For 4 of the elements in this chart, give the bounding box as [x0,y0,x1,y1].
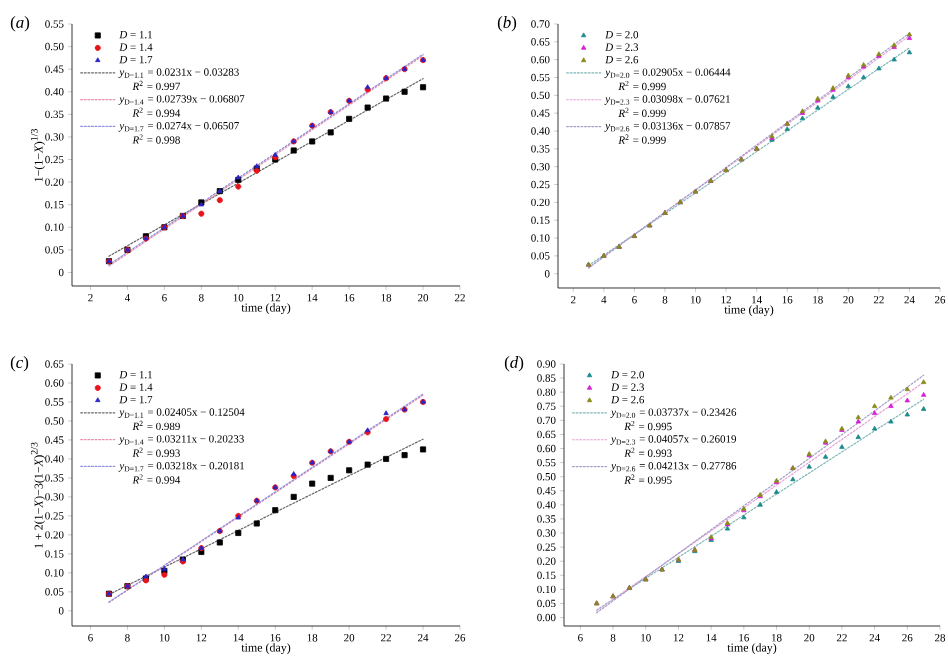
chart-title: (a) [10,16,30,32]
chart-title: (c) [10,356,29,372]
chart-title: (d) [504,356,524,372]
chart-title: (b) [497,16,517,32]
